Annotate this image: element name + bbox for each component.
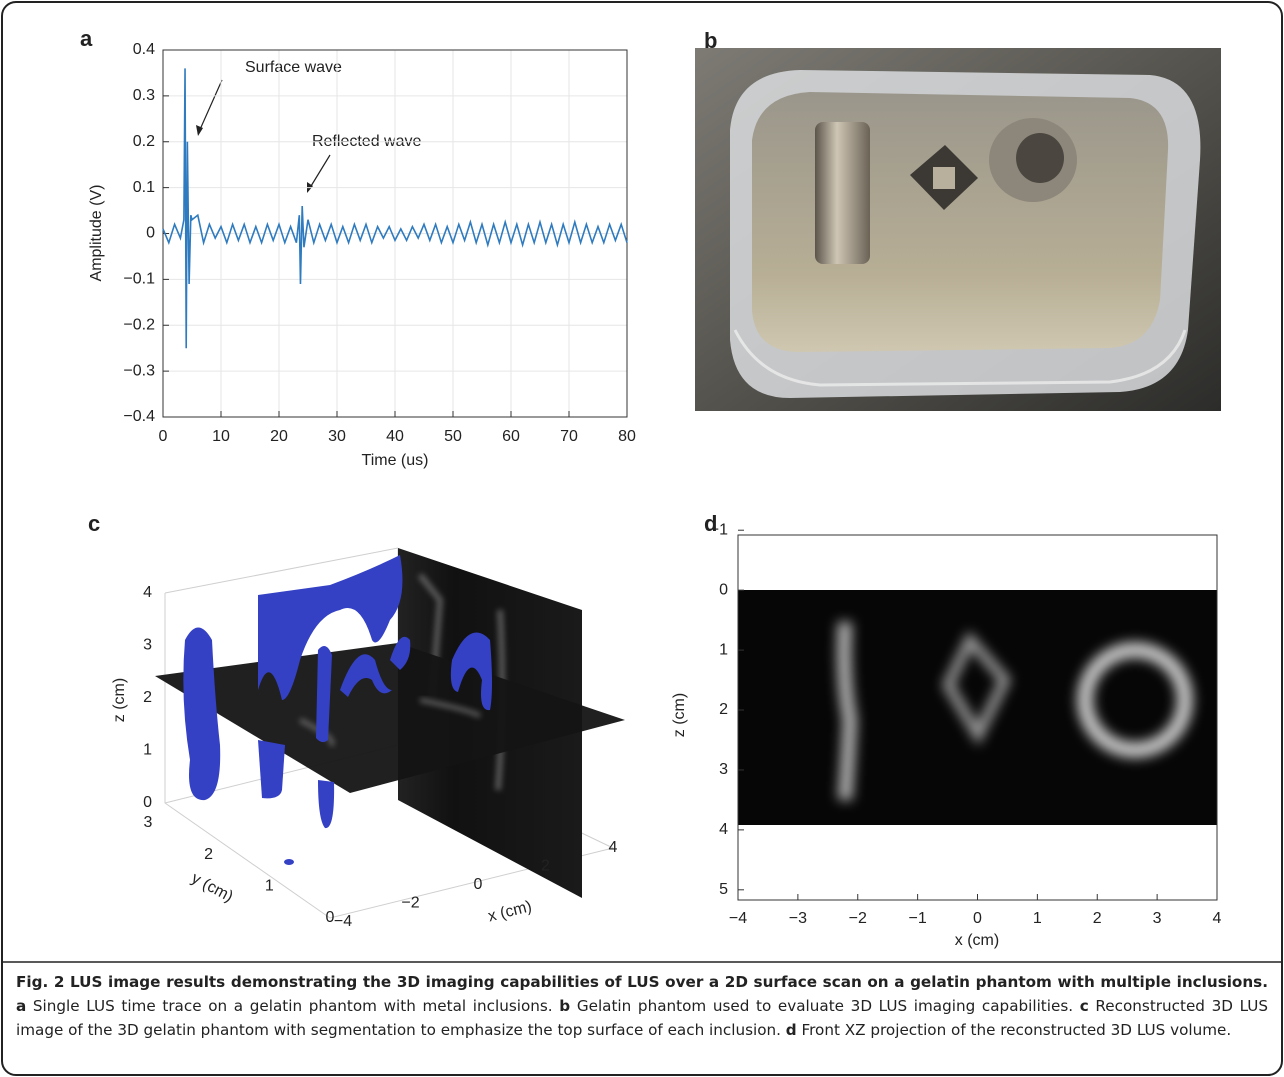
y-tick-label: 2 bbox=[204, 846, 213, 863]
x-tick-label: 70 bbox=[560, 428, 578, 445]
z-tick-label: 4 bbox=[143, 584, 152, 601]
x-axis-label: Time (us) bbox=[362, 452, 429, 469]
arrow-head bbox=[196, 125, 203, 136]
caption-label: d bbox=[785, 1021, 797, 1039]
z-tick-label: 3 bbox=[143, 637, 152, 654]
y-tick-label: 3 bbox=[719, 761, 728, 778]
caption-title: Fig. 2 LUS image results demonstrating t… bbox=[16, 973, 1268, 991]
plot-frame bbox=[162, 49, 628, 418]
x-tick-label: 20 bbox=[270, 428, 288, 445]
y-tick-label: 1 bbox=[265, 878, 274, 895]
signal-line bbox=[162, 68, 628, 349]
y-tick-label: 0.4 bbox=[133, 41, 155, 58]
x-tick-label: 10 bbox=[212, 428, 230, 445]
x-tick-label: 0 bbox=[973, 910, 982, 927]
x-tick-label: 80 bbox=[618, 428, 636, 445]
caption-label: c bbox=[1079, 997, 1089, 1015]
y-tick-label: 3 bbox=[143, 814, 152, 831]
y-tick-label: 0.2 bbox=[133, 133, 155, 150]
caption: Fig. 2 LUS image results demonstrating t… bbox=[16, 970, 1268, 1042]
segmentation bbox=[183, 555, 492, 865]
projection-features bbox=[837, 621, 1193, 801]
x-tick-label: 2 bbox=[1093, 910, 1102, 927]
x-tick-label: −3 bbox=[789, 910, 807, 927]
x-tick-label: 0 bbox=[474, 876, 483, 893]
z-tick-label: 2 bbox=[143, 689, 152, 706]
z-tick-label: 0 bbox=[143, 794, 152, 811]
y-tick-label: −1 bbox=[710, 521, 728, 538]
x-tick-label: 4 bbox=[1213, 910, 1222, 927]
x-tick-label: 1 bbox=[1033, 910, 1042, 927]
z-tick-label: 1 bbox=[143, 742, 152, 759]
y-tick-label: 4 bbox=[719, 821, 728, 838]
y-tick-label: 5 bbox=[719, 881, 728, 898]
x-tick-label: 0 bbox=[159, 428, 168, 445]
y-tick-label: 0 bbox=[146, 225, 155, 242]
y-axis-label: Amplitude (V) bbox=[88, 185, 105, 282]
x-tick-label: −1 bbox=[909, 910, 927, 927]
slice-plane bbox=[155, 643, 625, 793]
y-axis-label: y (cm) bbox=[189, 870, 236, 906]
caption-label: b bbox=[559, 997, 571, 1015]
y-tick-label: −0.3 bbox=[123, 362, 155, 379]
x-axis-label: x (cm) bbox=[955, 932, 999, 949]
x-tick-label: −4 bbox=[334, 913, 352, 930]
x-tick-label: 40 bbox=[386, 428, 404, 445]
x-tick-label: 4 bbox=[609, 839, 618, 856]
y-tick-label: 0.1 bbox=[133, 179, 155, 196]
x-tick-label: −2 bbox=[401, 895, 419, 912]
y-tick-label: −0.2 bbox=[123, 316, 155, 333]
annotation: Surface wave bbox=[245, 59, 342, 76]
panel-letter: d bbox=[704, 511, 717, 536]
y-tick-label: 1 bbox=[719, 641, 728, 658]
caption-label: a bbox=[16, 997, 27, 1015]
panel-letter: a bbox=[80, 26, 93, 51]
x-tick-label: −4 bbox=[729, 910, 747, 927]
x-tick-label: 30 bbox=[328, 428, 346, 445]
caption-text: Gelatin phantom used to evaluate 3D LUS … bbox=[576, 997, 1074, 1015]
caption-text: Single LUS time trace on a gelatin phant… bbox=[32, 997, 553, 1015]
caption-text: Reconstructed 3D LUS image of the 3D gel… bbox=[16, 997, 1269, 1039]
x-tick-label: 50 bbox=[444, 428, 462, 445]
y-tick-label: 0 bbox=[326, 909, 335, 926]
projection-image bbox=[738, 590, 1217, 825]
photo bbox=[695, 48, 1221, 411]
annotation-arrow bbox=[307, 154, 331, 192]
y-tick-label: −0.4 bbox=[123, 408, 155, 425]
z-axis-label: z (cm) bbox=[111, 678, 128, 722]
panel-letter: b bbox=[704, 28, 717, 53]
y-tick-label: 0 bbox=[719, 581, 728, 598]
annotation-arrow bbox=[197, 79, 223, 135]
y-tick-label: 0.3 bbox=[133, 87, 155, 104]
x-tick-label: 3 bbox=[1153, 910, 1162, 927]
x-tick-label: 2 bbox=[541, 858, 550, 875]
x-tick-label: −2 bbox=[849, 910, 867, 927]
y-tick-label: −0.1 bbox=[123, 271, 155, 288]
y-axis-label: z (cm) bbox=[671, 693, 688, 737]
x-tick-label: 60 bbox=[502, 428, 520, 445]
y-tick-label: 2 bbox=[719, 701, 728, 718]
caption-text: Front XZ projection of the reconstructed… bbox=[801, 1021, 1232, 1039]
panel-letter: c bbox=[88, 511, 100, 536]
x-axis-label: x (cm) bbox=[486, 898, 533, 925]
